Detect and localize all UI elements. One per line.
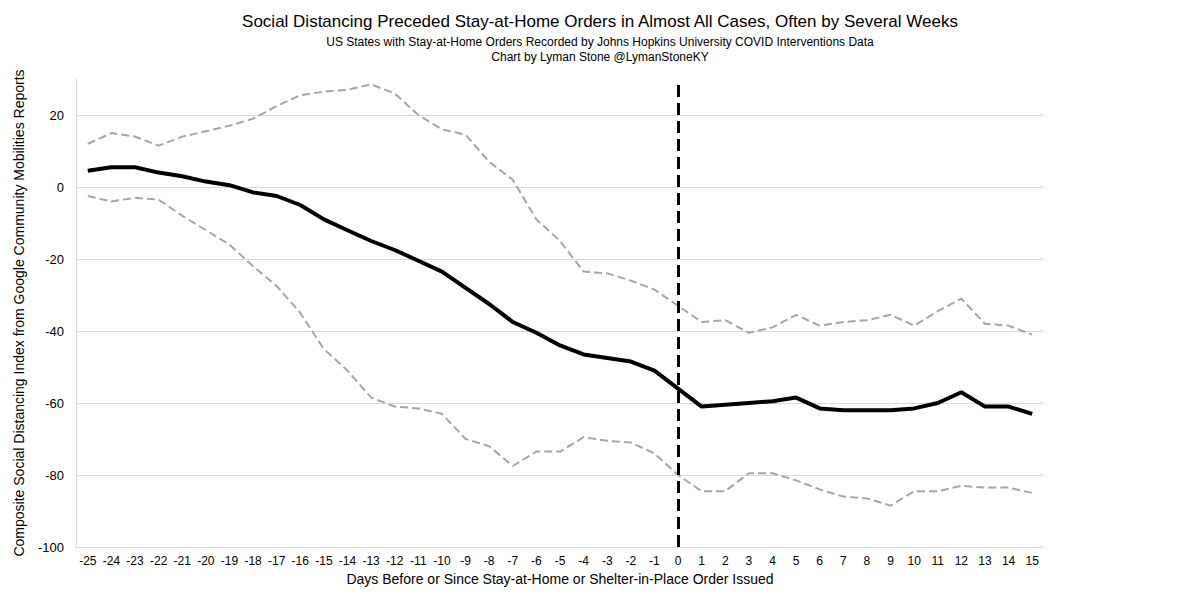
svg-text:6: 6 xyxy=(816,554,823,568)
svg-text:15: 15 xyxy=(1026,554,1040,568)
svg-text:10: 10 xyxy=(907,554,921,568)
svg-text:-15: -15 xyxy=(315,554,333,568)
svg-text:0: 0 xyxy=(675,554,682,568)
svg-text:-20: -20 xyxy=(45,252,64,267)
svg-text:2: 2 xyxy=(722,554,729,568)
svg-text:-19: -19 xyxy=(221,554,239,568)
svg-text:-5: -5 xyxy=(555,554,566,568)
svg-text:14: 14 xyxy=(1002,554,1016,568)
svg-text:-16: -16 xyxy=(292,554,310,568)
svg-text:9: 9 xyxy=(887,554,894,568)
svg-text:Composite Social Distancing In: Composite Social Distancing Index from G… xyxy=(11,69,27,556)
svg-text:8: 8 xyxy=(864,554,871,568)
svg-text:US States with Stay-at-Home Or: US States with Stay-at-Home Orders Recor… xyxy=(326,35,874,49)
svg-text:-17: -17 xyxy=(268,554,286,568)
svg-text:-60: -60 xyxy=(45,396,64,411)
svg-text:Social Distancing Preceded Sta: Social Distancing Preceded Stay-at-Home … xyxy=(242,12,958,31)
svg-text:12: 12 xyxy=(955,554,969,568)
svg-text:13: 13 xyxy=(978,554,992,568)
svg-text:20: 20 xyxy=(50,108,64,123)
svg-text:-2: -2 xyxy=(625,554,636,568)
svg-text:11: 11 xyxy=(932,554,945,568)
svg-text:-20: -20 xyxy=(197,554,215,568)
svg-text:3: 3 xyxy=(746,554,753,568)
svg-text:1: 1 xyxy=(698,554,705,568)
svg-text:-11: -11 xyxy=(410,554,427,568)
svg-text:-23: -23 xyxy=(126,554,144,568)
svg-text:-40: -40 xyxy=(45,324,64,339)
svg-text:-25: -25 xyxy=(79,554,97,568)
svg-text:-3: -3 xyxy=(602,554,613,568)
svg-text:-21: -21 xyxy=(174,554,192,568)
svg-text:-9: -9 xyxy=(460,554,471,568)
svg-text:-4: -4 xyxy=(578,554,589,568)
svg-text:0: 0 xyxy=(57,180,64,195)
svg-text:-13: -13 xyxy=(362,554,380,568)
svg-text:7: 7 xyxy=(840,554,847,568)
svg-text:-100: -100 xyxy=(38,540,64,555)
svg-text:-12: -12 xyxy=(386,554,404,568)
svg-text:-18: -18 xyxy=(244,554,262,568)
svg-text:Days Before or Since Stay-at-H: Days Before or Since Stay-at-Home or She… xyxy=(346,571,773,587)
svg-text:-1: -1 xyxy=(649,554,660,568)
svg-text:-22: -22 xyxy=(150,554,168,568)
svg-text:-8: -8 xyxy=(484,554,495,568)
svg-text:-24: -24 xyxy=(103,554,121,568)
svg-text:5: 5 xyxy=(793,554,800,568)
svg-text:-10: -10 xyxy=(433,554,451,568)
svg-text:-14: -14 xyxy=(339,554,357,568)
svg-text:-7: -7 xyxy=(507,554,518,568)
svg-text:Chart by Lyman Stone @LymanSto: Chart by Lyman Stone @LymanStoneKY xyxy=(491,50,708,64)
svg-text:4: 4 xyxy=(769,554,776,568)
svg-text:-80: -80 xyxy=(45,468,64,483)
svg-text:-6: -6 xyxy=(531,554,542,568)
